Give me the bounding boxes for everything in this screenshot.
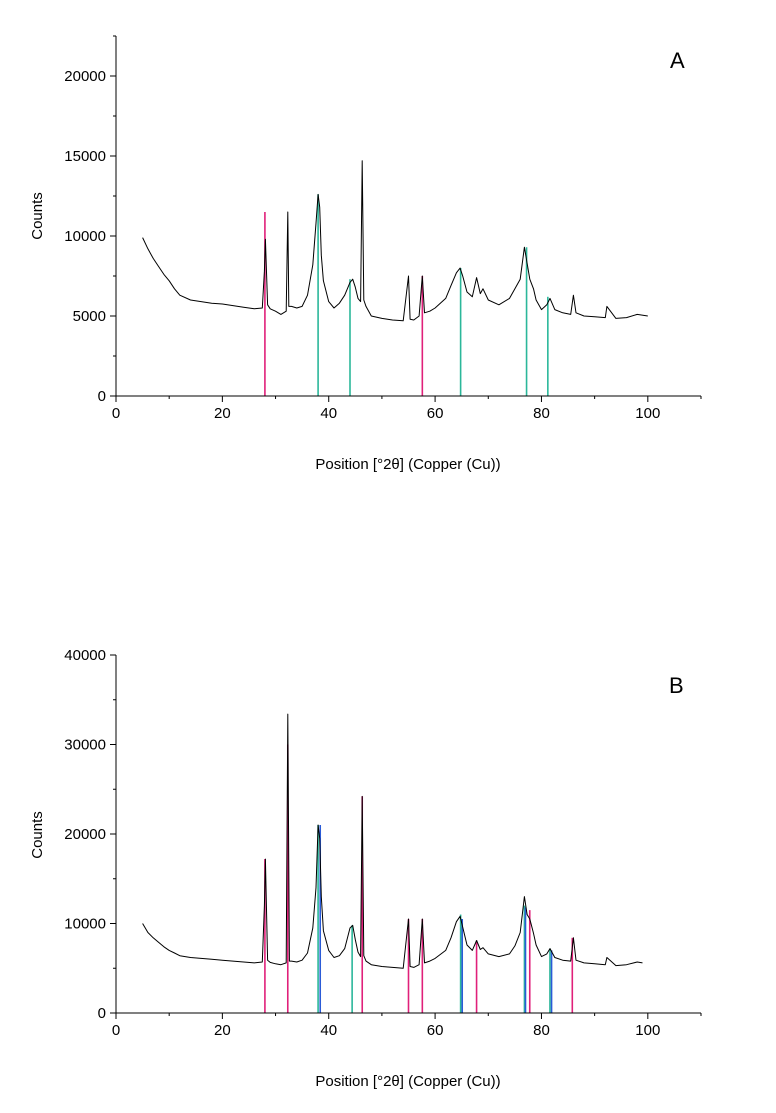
y-axis-title-b: Counts [29,811,46,859]
x-tick-label: 20 [214,405,231,422]
y-tick-label: 10000 [64,228,106,245]
axes-a: 0 20 40 60 80 100 0 5000 10000 15000 20000 [64,35,702,422]
y-tick-label: 5000 [73,308,106,325]
y-tick-label: 10000 [64,916,106,933]
x-tick-label: 60 [427,1022,444,1039]
pattern-b [142,713,643,969]
reference-lines-b [264,744,574,1013]
pattern-a [142,160,648,322]
x-tick-label: 60 [427,405,444,422]
x-tick-label: 80 [533,1022,550,1039]
x-axis-title-b: Position [°2θ] (Copper (Cu)) [315,1073,500,1090]
pattern-line-a [142,160,648,322]
x-tick-label: 0 [112,1022,120,1039]
y-tick-label: 40000 [64,647,106,664]
y-tick-label: 15000 [64,148,106,165]
panel-label-b: B [669,673,684,698]
chart-panel-a: 0 20 40 60 80 100 0 5000 10000 15000 20000 A Posit… [29,35,702,473]
y-tick-label: 20000 [64,68,106,85]
x-tick-label: 100 [635,405,660,422]
chart-panel-b: 0 20 40 60 80 100 0 10000 20000 30000 40000 B Posi… [29,647,702,1090]
x-tick-label: 80 [533,405,550,422]
pattern-line-b [142,713,643,969]
x-tick-label: 40 [320,405,337,422]
x-tick-label: 100 [635,1022,660,1039]
y-tick-label: 20000 [64,826,106,843]
axes-b: 0 20 40 60 80 100 0 10000 20000 30000 40000 [64,647,702,1039]
x-tick-label: 40 [320,1022,337,1039]
y-tick-label: 0 [98,1005,106,1022]
x-tick-label: 20 [214,1022,231,1039]
panel-label-a: A [670,48,685,73]
x-axis-title-a: Position [°2θ] (Copper (Cu)) [315,456,500,473]
y-axis-title-a: Counts [29,192,46,240]
y-tick-label: 0 [98,388,106,405]
x-tick-label: 0 [112,405,120,422]
y-tick-label: 30000 [64,737,106,754]
